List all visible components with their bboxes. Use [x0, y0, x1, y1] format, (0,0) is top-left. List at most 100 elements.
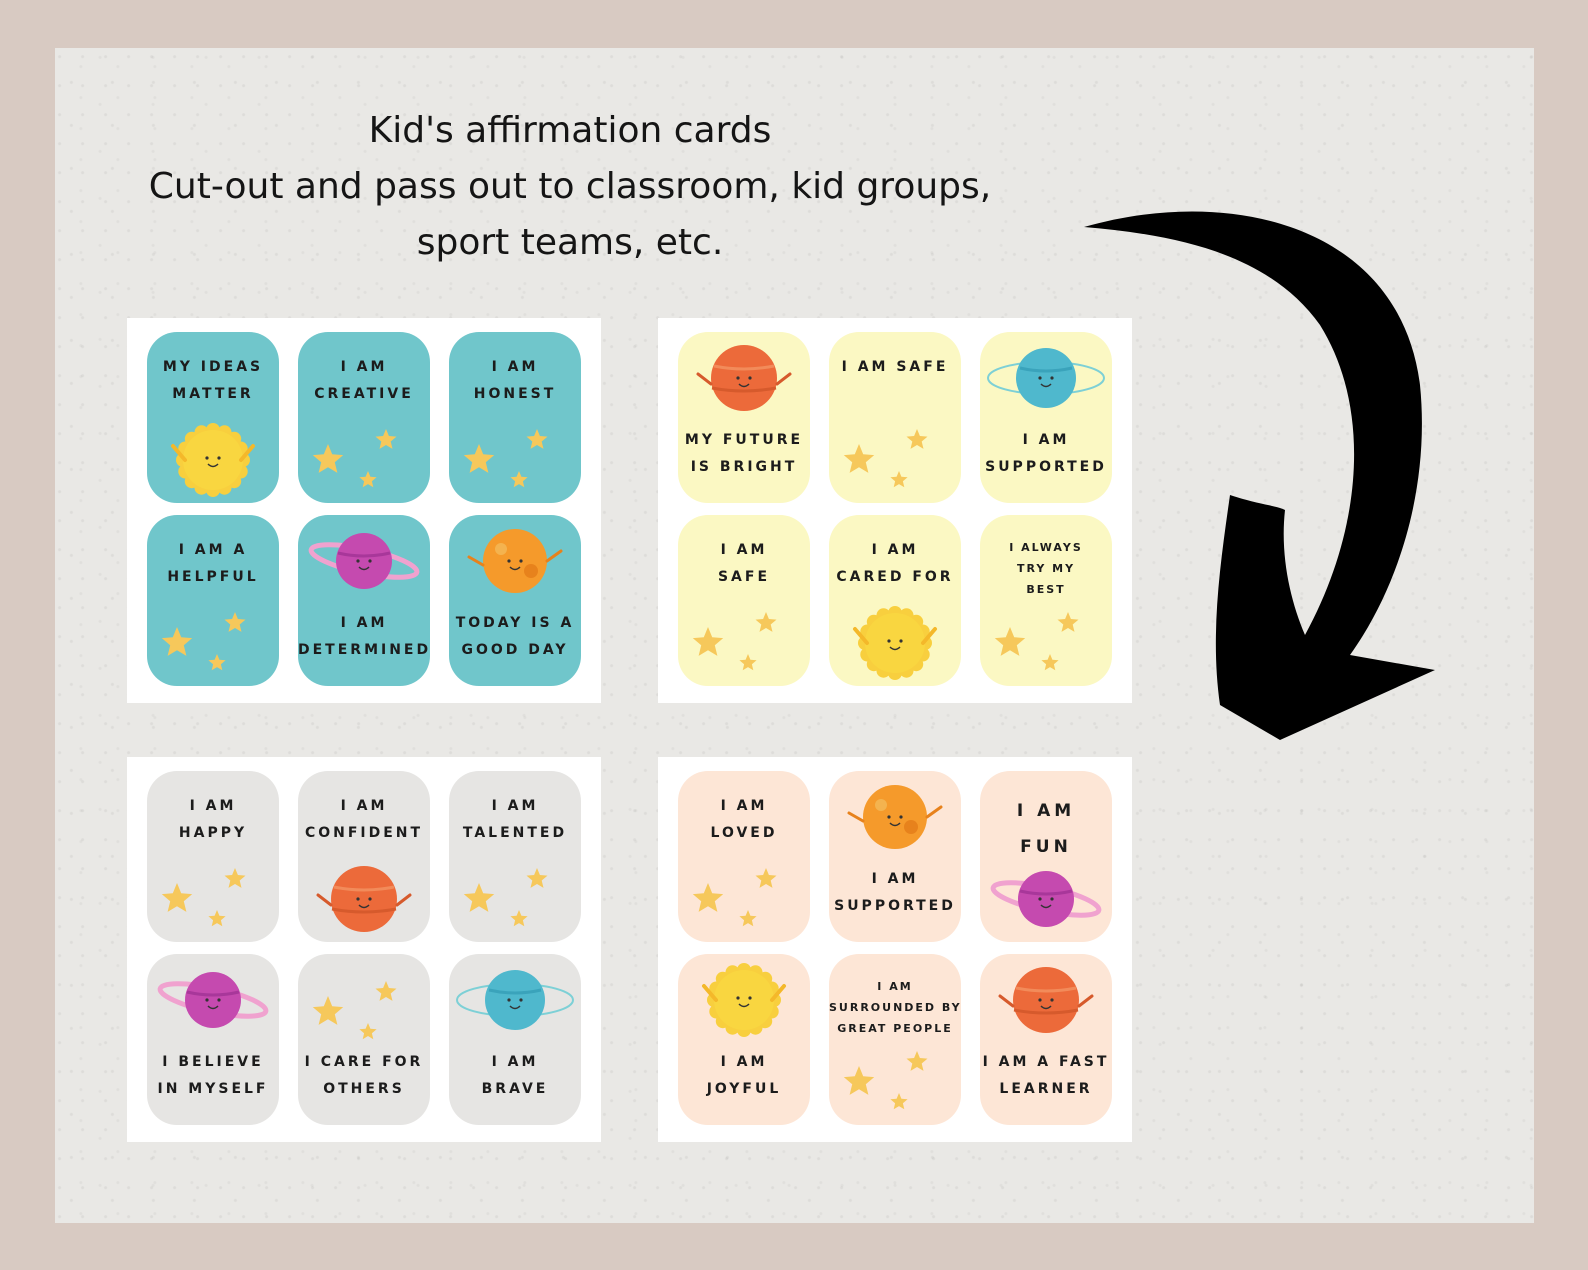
affirmation-card: I AM SUPPORTED [829, 771, 961, 942]
stars-icon [463, 868, 548, 927]
card-line: FUN [1020, 837, 1072, 857]
card-line: BEST [1026, 583, 1066, 596]
card-line: HONEST [473, 386, 557, 402]
affirmation-card: I AM CONFIDENT [298, 771, 430, 942]
card-sheet-peach: I AM LOVED I AM SUPPORTED I AM FUN I AM JOYFUL I… [658, 757, 1132, 1142]
card-text: I ALWAYS TRY MY BEST [980, 537, 1112, 600]
stars-icon [843, 429, 928, 488]
card-text: I AM SUPPORTED [980, 427, 1112, 481]
affirmation-card: MY FUTURE IS BRIGHT [678, 332, 810, 503]
blue-planet-icon [456, 970, 574, 1030]
affirmation-card: TODAY IS A GOOD DAY [449, 515, 581, 686]
card-line: CARED FOR [836, 569, 954, 585]
card-line: TRY MY [1016, 562, 1076, 575]
card-line: I AM A FAST [982, 1054, 1110, 1070]
card-line: I AM [1022, 432, 1070, 448]
card-line: BRAVE [481, 1081, 549, 1097]
affirmation-card: I AM JOYFUL [678, 954, 810, 1125]
card-text: I AM CREATIVE [298, 354, 430, 408]
orange-planet-icon [847, 785, 943, 849]
card-line: IS BRIGHT [690, 459, 798, 475]
card-text: I CARE FOR OTHERS [298, 1049, 430, 1103]
curved-arrow-icon [1084, 211, 1435, 740]
affirmation-card: I AM LOVED [678, 771, 810, 942]
card-line: JOYFUL [706, 1081, 782, 1097]
card-line: I BELIEVE [162, 1054, 264, 1070]
stars-icon [843, 1051, 928, 1110]
affirmation-card: I AM BRAVE [449, 954, 581, 1125]
affirmation-card: I AM DETERMINED [298, 515, 430, 686]
stars-icon [692, 612, 777, 671]
affirmation-card: I BELIEVE IN MYSELF [147, 954, 279, 1125]
card-line: I AM [340, 359, 388, 375]
card-text: I AM SURROUNDED BY GREAT PEOPLE [829, 976, 961, 1039]
affirmation-card: I AM FUN [980, 771, 1112, 942]
card-text: TODAY IS A GOOD DAY [449, 610, 581, 664]
stars-icon [692, 868, 777, 927]
card-text: I AM FUN [980, 793, 1112, 865]
card-line: I AM A [178, 542, 248, 558]
affirmation-card: I AM SURROUNDED BY GREAT PEOPLE [829, 954, 961, 1125]
card-text: I AM LOVED [678, 793, 810, 847]
card-line: I AM [877, 980, 913, 993]
card-text: I AM HAPPY [147, 793, 279, 847]
ringed-planet-icon [308, 533, 420, 589]
card-line: IN MYSELF [157, 1081, 269, 1097]
affirmation-card: MY IDEAS MATTER [147, 332, 279, 503]
affirmation-card: I AM HONEST [449, 332, 581, 503]
title-line-2: Cut-out and pass out to classroom, kid g… [148, 166, 992, 207]
card-line: I AM [491, 359, 539, 375]
title-line-1: Kid's affirmation cards [368, 110, 772, 151]
stars-icon [312, 981, 397, 1040]
card-line: TODAY IS A [455, 615, 575, 631]
card-line: LEARNER [999, 1081, 1093, 1097]
affirmation-card: I AM A HELPFUL [147, 515, 279, 686]
card-line: CREATIVE [314, 386, 414, 402]
card-line: I AM [189, 798, 237, 814]
title-line-3: sport teams, etc. [416, 222, 724, 263]
card-text: MY FUTURE IS BRIGHT [678, 427, 810, 481]
card-line: SAFE [717, 569, 771, 585]
ringed-planet-icon [990, 871, 1102, 927]
card-line: I AM [1016, 801, 1076, 821]
card-line: HAPPY [178, 825, 248, 841]
card-sheet-yellow: MY FUTURE IS BRIGHT I AM SAFE I AM SUPPORTED… [658, 318, 1132, 703]
card-text: I AM CARED FOR [829, 537, 961, 591]
card-line: SURROUNDED BY [829, 1001, 961, 1014]
card-text: MY IDEAS MATTER [147, 354, 279, 408]
card-line: I AM [491, 1054, 539, 1070]
card-line: I CARE FOR [304, 1054, 424, 1070]
card-line: I AM [720, 1054, 768, 1070]
affirmation-card: I AM HAPPY [147, 771, 279, 942]
ringed-planet-icon [157, 972, 269, 1028]
affirmation-card: I AM SAFE [829, 332, 961, 503]
card-line: I AM [491, 798, 539, 814]
affirmation-card: I AM SAFE [678, 515, 810, 686]
stars-icon [161, 868, 246, 927]
card-text: I AM SAFE [678, 537, 810, 591]
card-line: I AM [720, 798, 768, 814]
card-line: HELPFUL [167, 569, 259, 585]
blue-planet-icon [987, 348, 1105, 408]
card-line: MATTER [172, 386, 254, 402]
affirmation-card: I ALWAYS TRY MY BEST [980, 515, 1112, 686]
sun-icon [853, 606, 937, 680]
card-sheet-gray: I AM HAPPY I AM CONFIDENT I AM TALENTED I BELI… [127, 757, 601, 1142]
sun-icon [171, 423, 255, 497]
card-line: OTHERS [323, 1081, 405, 1097]
card-line: LOVED [710, 825, 778, 841]
affirmation-card: I AM CREATIVE [298, 332, 430, 503]
stars-icon [994, 612, 1079, 671]
sun-icon [702, 963, 786, 1037]
card-line: CONFIDENT [304, 825, 424, 841]
affirmation-card: I AM TALENTED [449, 771, 581, 942]
card-text: I AM DETERMINED [298, 610, 430, 664]
card-line: MY IDEAS [162, 359, 264, 375]
card-line: SUPPORTED [834, 898, 956, 914]
card-line: I AM [871, 871, 919, 887]
affirmation-card: I CARE FOR OTHERS [298, 954, 430, 1125]
card-line: MY FUTURE [684, 432, 804, 448]
red-planet-icon [696, 345, 792, 411]
card-line: I AM [340, 615, 388, 631]
page-title: Kid's affirmation cards Cut-out and pass… [100, 103, 1040, 271]
